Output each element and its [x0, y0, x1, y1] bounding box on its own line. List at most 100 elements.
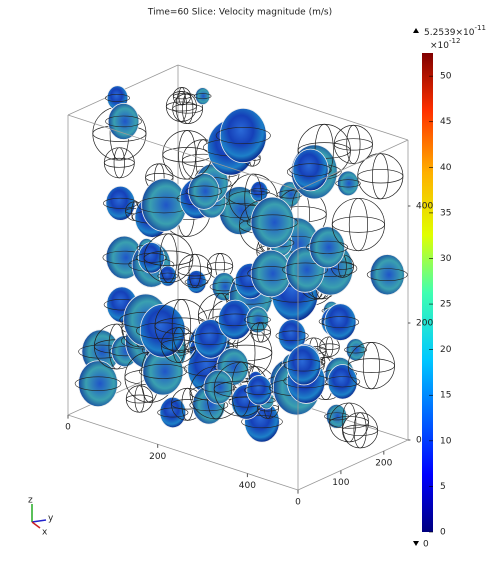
wire-sphere: [342, 412, 379, 449]
wire-sphere: [172, 327, 186, 363]
slice-disk: [246, 375, 273, 406]
wire-sphere: [362, 342, 380, 390]
wire-sphere: [193, 93, 212, 99]
wire-sphere: [103, 197, 138, 209]
axis-tick-label: 200: [149, 452, 166, 462]
wire-sphere: [353, 412, 367, 449]
wire-sphere: [175, 90, 188, 122]
wire-sphere: [248, 188, 270, 195]
box-edge: [297, 139, 409, 191]
colorbar-min: 0: [423, 540, 429, 550]
colorbar-tick-label: 5: [440, 482, 446, 492]
wire-sphere: [125, 394, 154, 404]
wire-sphere: [105, 94, 130, 102]
axis-tick-label: 400: [416, 202, 433, 212]
wire-sphere: [348, 197, 368, 252]
slice-disk: [137, 242, 165, 274]
wire-sphere: [157, 407, 189, 418]
slice-disk: [188, 172, 220, 210]
colorbar-tick-label: 30: [440, 254, 452, 264]
slice-disk: [337, 170, 359, 197]
wire-sphere: [165, 101, 197, 112]
wire-sphere: [319, 343, 340, 351]
slice-disk: [186, 270, 207, 294]
box-edge: [67, 114, 299, 191]
colorbar-scale: ×10-12: [430, 37, 460, 51]
wire-sphere: [215, 127, 271, 144]
triad-z: z: [28, 496, 33, 506]
slice-disk: [139, 303, 186, 358]
wire-sphere: [344, 346, 367, 354]
slice-disk: [78, 360, 118, 408]
chart-title: Time=60 Slice: Velocity magnitude (m/s): [147, 8, 332, 18]
slice-disk: [345, 338, 366, 362]
scene: [67, 64, 409, 491]
colorbar-tick-label: 35: [440, 208, 451, 218]
slice-disk: [250, 249, 292, 298]
wire-sphere: [185, 185, 223, 198]
wire-sphere: [250, 328, 272, 336]
triad-x: x: [42, 528, 48, 538]
wire-sphere: [306, 240, 349, 254]
wire-sphere: [341, 402, 357, 443]
wire-sphere: [125, 385, 154, 413]
wire-sphere: [172, 103, 204, 114]
wire-sphere: [346, 124, 361, 164]
colorbar-tick-label: 10: [440, 436, 452, 446]
wire-sphere: [289, 163, 332, 177]
wire-sphere: [172, 93, 192, 100]
wire-sphere: [178, 130, 196, 180]
wire-sphere: [184, 278, 209, 286]
wire-sphere: [335, 179, 361, 188]
colorbar-tick-label: 15: [440, 391, 451, 401]
slice-disk: [194, 87, 211, 105]
axis-tick-label: 0: [416, 436, 422, 446]
wire-sphere: [143, 250, 194, 266]
colorbar-tick-label: 20: [440, 345, 452, 355]
wire-sphere: [357, 169, 404, 184]
wire-sphere: [159, 233, 178, 283]
axis-tick-label: 0: [65, 423, 71, 433]
triad-y: y: [48, 514, 54, 524]
colorbar-tick-label: 0: [440, 528, 446, 538]
axis-tick-label: 200: [375, 459, 392, 469]
slice-disk: [107, 102, 140, 140]
slice-disk: [369, 254, 405, 296]
slice-disk: [324, 303, 357, 341]
wire-sphere: [256, 321, 265, 343]
colorbar-tick-label: 25: [440, 300, 451, 310]
box-edge: [177, 64, 409, 141]
wire-sphere: [275, 330, 309, 341]
wire-sphere: [113, 147, 125, 179]
slice-disk: [327, 364, 358, 400]
box-edge: [67, 414, 299, 491]
wire-sphere: [138, 363, 187, 379]
wire-sphere: [201, 381, 236, 393]
wire-sphere: [331, 216, 385, 233]
wire-sphere: [347, 342, 395, 390]
colorbar-max: 5.2539×10-11: [424, 24, 486, 38]
triad: z y x: [28, 496, 54, 538]
wire-sphere: [366, 268, 408, 282]
axis-tick-label: 400: [239, 481, 256, 491]
wire-sphere: [105, 115, 142, 128]
wire-sphere: [162, 130, 212, 180]
colorbar-tick-label: 50: [440, 72, 452, 82]
axis-tick-label: 100: [332, 478, 349, 488]
wire-sphere: [331, 197, 385, 252]
wire-sphere: [134, 385, 145, 413]
wire-sphere: [244, 315, 271, 325]
wire-sphere: [342, 424, 379, 436]
max-marker: [413, 28, 419, 33]
wire-sphere: [283, 358, 325, 372]
wire-sphere: [372, 153, 389, 200]
slice-disk: [141, 178, 187, 232]
wire-sphere: [282, 262, 329, 277]
wire-sphere: [157, 272, 179, 280]
slice-disk: [309, 226, 346, 269]
axis-tick-label: 0: [295, 498, 301, 508]
wire-sphere: [333, 138, 373, 151]
wire-sphere: [324, 376, 361, 388]
wire-sphere: [171, 299, 192, 353]
